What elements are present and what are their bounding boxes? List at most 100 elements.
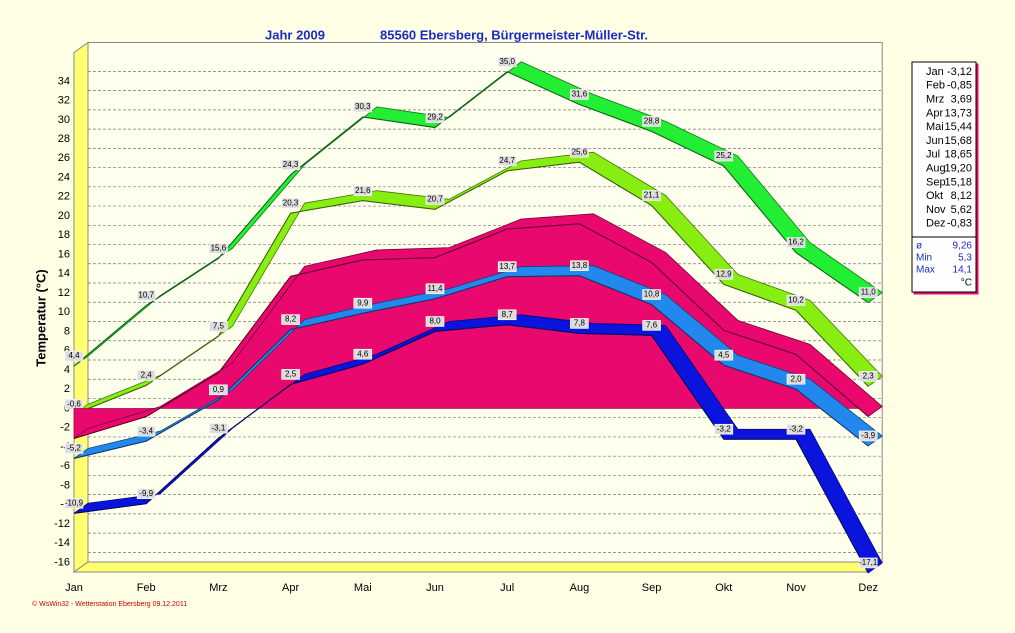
summary-label: Max <box>916 265 935 276</box>
legend-value: 15,68 <box>944 135 972 147</box>
y-tick-label: 34 <box>58 75 70 87</box>
x-tick-label: Feb <box>137 582 156 594</box>
data-label: 11,4 <box>428 284 444 293</box>
y-tick-label: 16 <box>58 248 70 260</box>
data-label: -17,1 <box>859 558 878 567</box>
data-label-box <box>64 498 84 509</box>
x-tick-label: Mrz <box>209 582 227 594</box>
data-label-box <box>425 194 445 205</box>
data-label-box <box>858 287 878 298</box>
data-label: -3,4 <box>139 426 153 435</box>
data-label: -10,9 <box>65 498 84 507</box>
x-tick-label: Jun <box>426 582 444 594</box>
data-label: 0,9 <box>213 385 225 394</box>
legend-month: Aug <box>926 163 946 175</box>
legend-box <box>911 61 977 293</box>
data-label-box <box>497 261 517 272</box>
data-label: 20,3 <box>283 198 299 207</box>
legend-month: Apr <box>926 107 943 119</box>
legend-value: 19,20 <box>944 163 972 175</box>
data-label-box <box>136 290 156 301</box>
data-label-box <box>642 320 661 331</box>
data-label-box <box>425 112 445 123</box>
data-label-box <box>570 146 589 158</box>
data-label-box <box>136 425 156 437</box>
data-label: 29,2 <box>427 113 443 122</box>
data-label: -3,2 <box>717 424 731 433</box>
data-label: 2,4 <box>141 370 153 379</box>
data-label-box <box>497 155 517 167</box>
y-tick-label: 24 <box>58 171 70 183</box>
legend-month: Mrz <box>926 94 944 106</box>
data-label-box <box>714 423 734 435</box>
data-label-box <box>570 260 589 272</box>
legend-month: Sep <box>926 176 946 188</box>
y-tick-label: 22 <box>58 191 70 203</box>
legend-month: Dez <box>926 218 946 230</box>
data-label: 16,2 <box>788 238 804 247</box>
data-label: 8,7 <box>502 310 514 319</box>
data-label: -0,6 <box>67 399 81 408</box>
summary-unit: °C <box>961 278 972 289</box>
data-label: 7,5 <box>213 321 225 330</box>
data-label-box <box>570 318 589 329</box>
y-axis-label: Temperatur (°C) <box>33 269 48 366</box>
data-label: 2,5 <box>285 370 297 379</box>
legend-value: -0,83 <box>947 218 972 230</box>
side-wall <box>73 41 89 573</box>
y-tick-label: -6 <box>60 460 70 472</box>
data-label-box <box>353 185 373 196</box>
y-tick-label: 28 <box>58 133 70 145</box>
data-label: 24,7 <box>499 156 515 165</box>
summary-label: ø <box>916 241 922 252</box>
legend-value: -3,12 <box>947 66 972 78</box>
data-label: 25,6 <box>572 147 588 156</box>
legend-month: Feb <box>926 80 945 92</box>
data-label-box <box>209 422 228 434</box>
legend-month: Okt <box>926 190 943 202</box>
data-label-box <box>64 350 84 362</box>
data-label: 8,2 <box>285 315 297 324</box>
data-label-box <box>281 197 300 209</box>
data-label: 7,8 <box>574 319 586 328</box>
data-label: 24,3 <box>283 160 299 169</box>
y-tick-label: 26 <box>58 152 70 164</box>
legend-value: 18,65 <box>944 149 972 161</box>
data-label: -3,2 <box>789 424 803 433</box>
data-label-box <box>786 237 806 248</box>
data-label-box <box>353 101 373 113</box>
data-label: -3,1 <box>212 423 226 432</box>
x-tick-label: Mai <box>354 582 372 594</box>
x-tick-label: Sep <box>642 582 662 594</box>
data-label-box <box>642 289 661 300</box>
data-label-box <box>281 369 300 380</box>
y-tick-label: -8 <box>60 479 70 491</box>
legend-month: Jul <box>926 149 940 161</box>
y-tick-label: 30 <box>58 114 70 126</box>
line <box>73 161 869 415</box>
data-label: 11,0 <box>861 288 877 297</box>
data-label-box <box>858 430 878 442</box>
summary-value: 9,26 <box>953 241 973 252</box>
y-tick-label: -12 <box>54 518 70 530</box>
data-label-box <box>714 349 734 361</box>
summary-label: Min <box>916 253 932 264</box>
data-label-box <box>353 348 373 360</box>
plot: 3432302826242220181614121086420-2-4-6-8-… <box>54 41 884 594</box>
data-label: 20,7 <box>427 194 443 203</box>
y-tick-label: -14 <box>54 537 70 549</box>
data-label-box <box>858 557 878 569</box>
y-tick-label: 32 <box>58 95 70 107</box>
chart-title: Jahr 2009 <box>265 27 325 42</box>
data-label: 25,2 <box>716 151 732 160</box>
y-tick-label: 14 <box>58 268 70 280</box>
data-label-box <box>281 159 300 170</box>
data-label-box <box>858 371 878 382</box>
data-label-box <box>281 314 300 325</box>
data-label-box <box>209 243 228 254</box>
y-tick-label: 4 <box>64 364 70 376</box>
data-label-box <box>786 423 806 435</box>
data-label-box <box>209 384 228 396</box>
y-tick-label: 20 <box>58 210 70 222</box>
